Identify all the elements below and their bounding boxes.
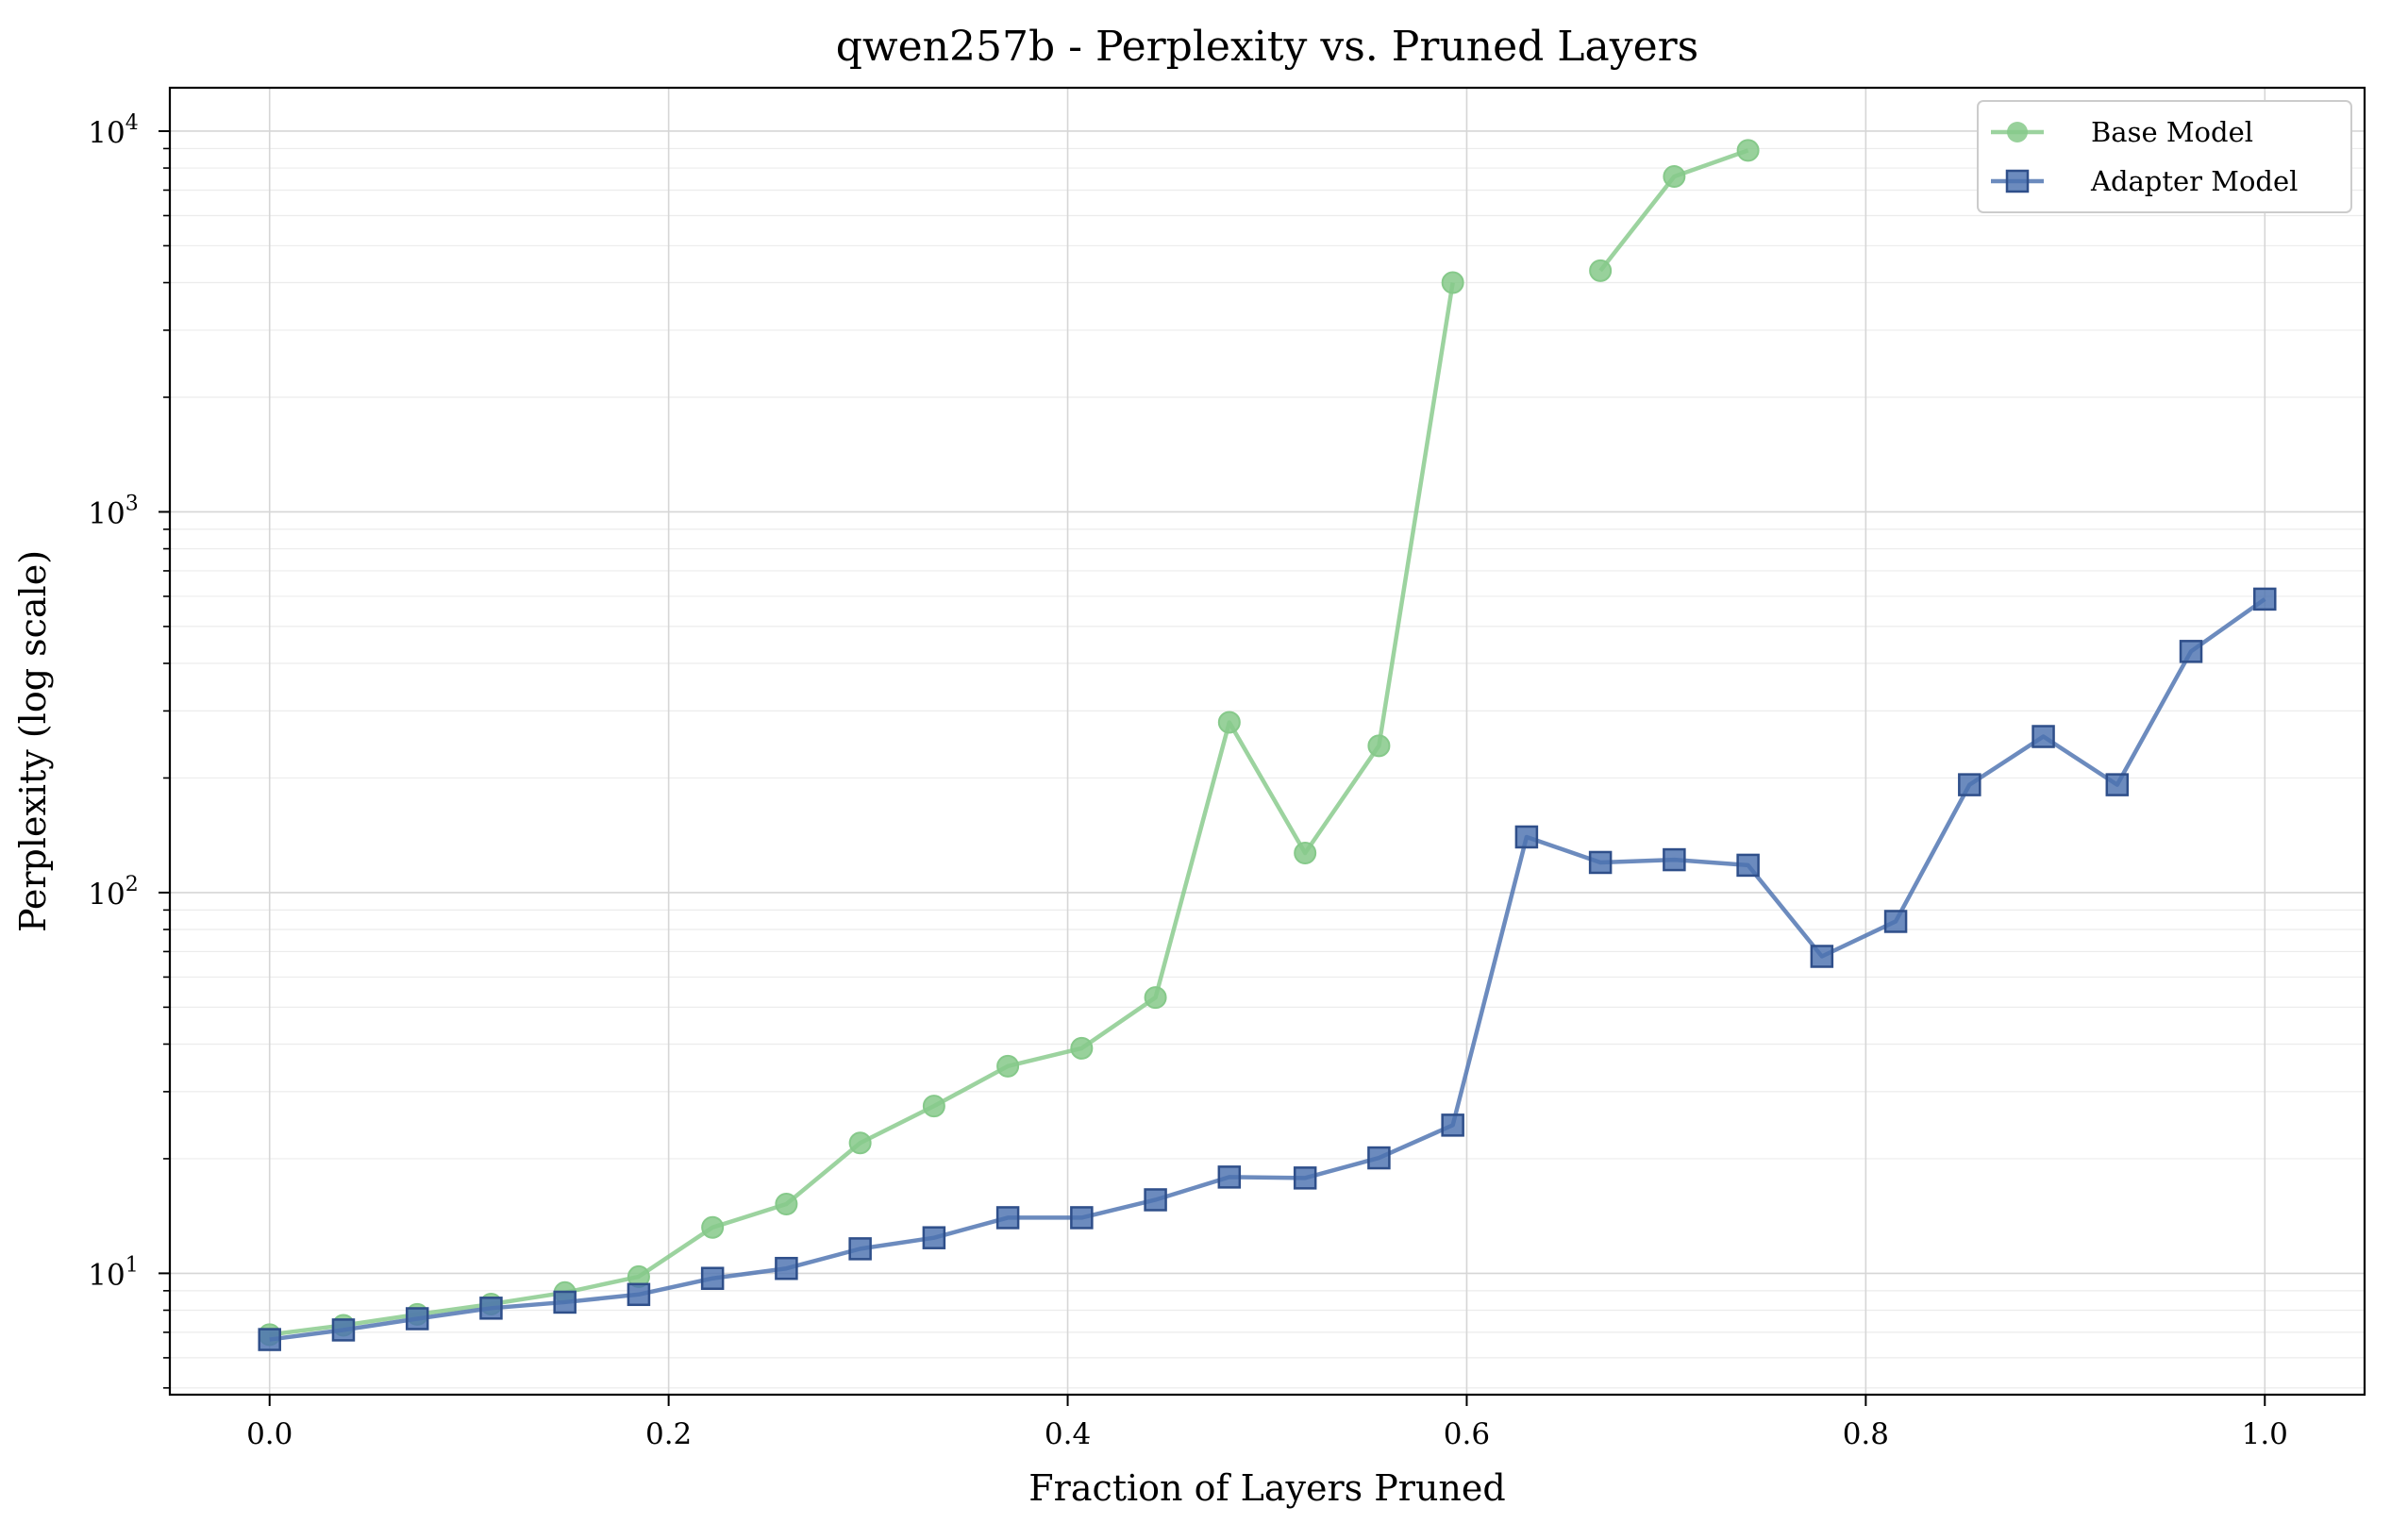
legend-box: [1977, 100, 2352, 213]
data-point: [479, 1297, 503, 1320]
data-point: [1367, 1146, 1391, 1170]
series-line: [269, 597, 2266, 1342]
y-tick-label: 102: [88, 873, 138, 912]
data-point: [1070, 1036, 1094, 1060]
x-axis-label: Fraction of Layers Pruned: [1028, 1467, 1505, 1509]
legend-entry: Base Model: [1991, 116, 2253, 148]
data-point: [1217, 1165, 1242, 1189]
data-point: [553, 1290, 577, 1314]
data-point: [848, 1237, 872, 1261]
y-tick-label: 103: [88, 492, 138, 530]
data-point: [775, 1256, 798, 1281]
series-adapter-model: [258, 587, 2277, 1351]
data-point: [1589, 259, 1613, 282]
x-tick-label: 1.0: [2242, 1417, 2288, 1451]
data-point: [1736, 853, 1760, 878]
data-point: [331, 1318, 356, 1342]
data-point: [996, 1054, 1020, 1078]
data-point: [2253, 587, 2277, 611]
data-point: [995, 1206, 1020, 1230]
data-point: [700, 1266, 725, 1290]
data-point: [1294, 842, 1317, 865]
legend-label: Adapter Model: [2090, 165, 2298, 197]
x-tick-label: 0.2: [645, 1417, 692, 1451]
data-point: [1958, 773, 1981, 796]
data-point: [1293, 1166, 1317, 1190]
data-point: [1144, 1188, 1167, 1212]
legend-entries: Base Model Adapter Model: [1991, 116, 2298, 197]
legend-marker: [2007, 122, 2028, 142]
x-tick-label: 0.4: [1045, 1417, 1091, 1451]
x-tick-label: 0.6: [1444, 1417, 1490, 1451]
x-tick-label: 0.0: [246, 1417, 293, 1451]
data-point: [1441, 271, 1464, 294]
data-point: [1367, 734, 1391, 758]
data-point: [627, 1282, 651, 1307]
axis-ticks: 0.0 0.2 0.4 0.6 0.8 1.0 101 102 103 104: [88, 111, 2288, 1451]
data-point: [1736, 139, 1760, 162]
chart-title: qwen257b - Perplexity vs. Pruned Layers: [836, 23, 1698, 71]
data-point: [1070, 1206, 1094, 1230]
data-point: [775, 1193, 798, 1216]
plot-frame: [168, 86, 2366, 1397]
data-point: [1663, 165, 1686, 189]
data-point: [701, 1215, 725, 1239]
data-point: [2179, 640, 2203, 663]
x-tick-label: 0.8: [1843, 1417, 1889, 1451]
legend-label: Base Model: [2091, 116, 2253, 148]
data-point: [1810, 945, 1834, 968]
y-axis-label: Perplexity (log scale): [12, 550, 54, 932]
data-point: [1441, 1113, 1464, 1137]
data-point: [2105, 773, 2130, 796]
data-point: [1144, 986, 1167, 1010]
legend-entry: Adapter Model: [1991, 165, 2298, 197]
data-point: [922, 1095, 945, 1118]
data-point: [1514, 825, 1539, 849]
data-point: [405, 1307, 429, 1331]
data-point: [1883, 910, 1908, 933]
legend: Base Model Adapter Model: [1977, 100, 2352, 213]
legend-marker: [2005, 169, 2030, 193]
data-point: [922, 1226, 946, 1249]
y-tick-label: 104: [88, 111, 138, 150]
y-tick-label: 101: [88, 1253, 138, 1292]
series-layer: [258, 139, 2277, 1351]
data-point: [1217, 711, 1241, 734]
data-point: [848, 1131, 872, 1155]
data-point: [258, 1328, 281, 1351]
data-point: [2032, 725, 2055, 748]
data-point: [1663, 847, 1686, 872]
data-point: [1588, 850, 1613, 875]
